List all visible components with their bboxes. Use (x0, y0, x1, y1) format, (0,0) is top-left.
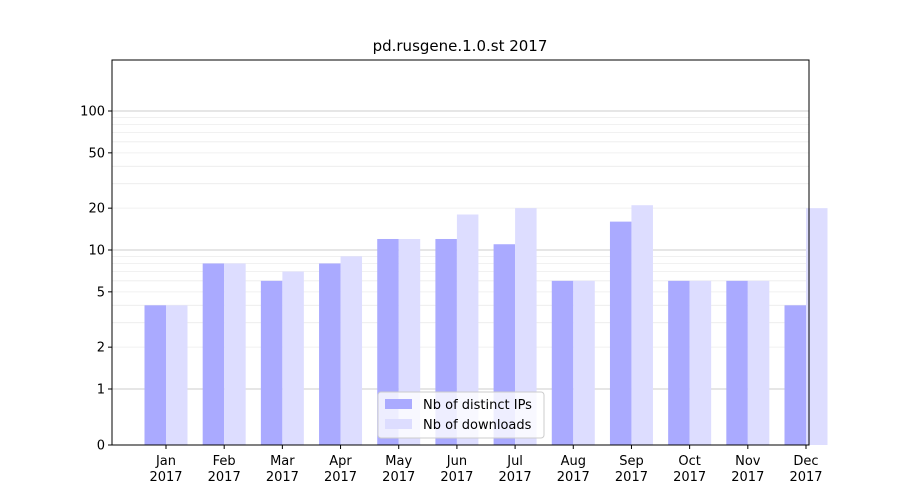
legend-label: Nb of distinct IPs (423, 398, 532, 413)
x-tick-label: May 2017 (382, 454, 415, 485)
y-tick-label: 2 (97, 341, 105, 356)
legend-label: Nb of downloads (423, 418, 532, 433)
legend-swatch (385, 399, 412, 409)
bar-downloads (806, 208, 828, 445)
chart-title: pd.rusgene.1.0.st 2017 (373, 37, 548, 55)
x-tick-label: Sep 2017 (615, 454, 648, 485)
bar-distinct-ips (784, 305, 806, 445)
x-tick-label: Apr 2017 (324, 454, 357, 485)
x-axis: Jan 2017 Feb 2017 Mar 2017 Apr 2017 May 2017 Jun 20… (149, 445, 823, 485)
y-tick-label: 1 (97, 383, 105, 398)
bar-downloads (456, 214, 479, 445)
bar-distinct-ips (726, 280, 748, 445)
y-tick-label: 10 (88, 244, 105, 259)
bar-downloads (515, 208, 537, 445)
bar-downloads (282, 271, 304, 445)
x-tick-label: Jun 2017 (440, 454, 473, 485)
bar-distinct-ips (319, 263, 341, 445)
x-tick-label: Jul 2017 (499, 454, 532, 485)
bar-distinct-ips (202, 263, 225, 445)
y-tick-label: 20 (88, 202, 105, 217)
x-tick-label: Dec 2017 (789, 454, 822, 485)
x-tick-label: Oct 2017 (673, 454, 706, 485)
bar-distinct-ips (260, 280, 283, 445)
x-tick-label: Aug 2017 (557, 454, 590, 485)
y-tick-label: 5 (97, 285, 105, 300)
legend: Nb of distinct IPs Nb of downloads (377, 391, 545, 439)
bar-downloads (340, 256, 363, 445)
legend-box (377, 391, 545, 439)
y-tick-label: 0 (97, 439, 105, 454)
bar-downloads (747, 280, 770, 445)
bar-distinct-ips (668, 280, 690, 445)
bar-downloads (689, 280, 712, 445)
bar-downloads (631, 205, 653, 445)
bar-distinct-ips (609, 221, 632, 445)
y-tick-label: 100 (80, 105, 105, 120)
bar-downloads (224, 263, 246, 445)
bar-downloads (573, 280, 595, 445)
bar-distinct-ips (551, 280, 574, 445)
legend-swatch (385, 419, 412, 429)
x-tick-label: Feb 2017 (208, 454, 241, 485)
x-tick-label: Mar 2017 (266, 454, 299, 485)
y-axis: 0 1 2 5 10 20 50 100 (80, 105, 112, 454)
x-tick-label: Nov 2017 (731, 454, 764, 485)
x-tick-label: Jan 2017 (149, 454, 182, 485)
plot-area-frame (111, 59, 810, 446)
y-tick-label: 50 (88, 146, 105, 161)
bar-distinct-ips (144, 305, 166, 445)
bar-downloads (166, 305, 188, 445)
